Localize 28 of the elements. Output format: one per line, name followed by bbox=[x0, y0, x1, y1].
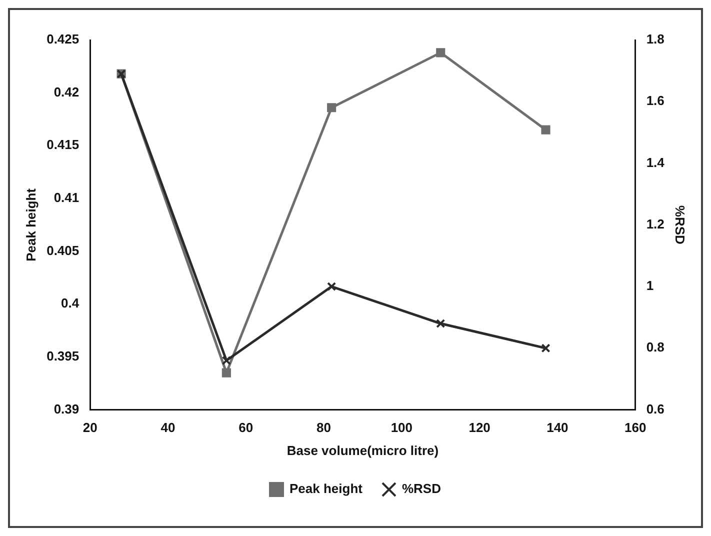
x-tick-label: 160 bbox=[624, 420, 646, 436]
x-tick-label: 140 bbox=[546, 420, 568, 436]
y2-tick-label: 1.6 bbox=[646, 93, 664, 108]
legend-label: Peak height bbox=[290, 481, 364, 496]
x-tick-label: 80 bbox=[316, 420, 332, 436]
y2-tick-label: 1.2 bbox=[646, 216, 664, 232]
x-tick-label: 20 bbox=[82, 420, 98, 436]
y-tick-label: 0.42 bbox=[54, 84, 80, 100]
y-tick-label: 0.4 bbox=[61, 296, 80, 311]
y-tick-label: 0.405 bbox=[46, 242, 80, 258]
y2-tick-label: 0.8 bbox=[646, 340, 664, 355]
x-axis-title: Base volume(micro litre) bbox=[286, 442, 439, 458]
y2-axis-title: %RSD bbox=[672, 205, 688, 244]
x-tick-label: 40 bbox=[160, 420, 176, 436]
y-tick-label: 0.41 bbox=[54, 190, 80, 206]
y2-tick-label: 0.6 bbox=[646, 401, 664, 416]
y-tick-label: 0.425 bbox=[46, 32, 80, 47]
x-tick-label: 100 bbox=[390, 420, 413, 436]
y-tick-label: 0.395 bbox=[46, 348, 80, 364]
x-tick-label: 120 bbox=[468, 420, 490, 436]
y-axis-title: Peak height bbox=[23, 188, 38, 262]
x-tick-label: 60 bbox=[238, 420, 254, 436]
y-tick-label: 0.415 bbox=[46, 137, 80, 152]
y2-tick-label: 1 bbox=[646, 278, 654, 294]
y-tick-label: 0.39 bbox=[54, 401, 80, 416]
legend-label: %RSD bbox=[402, 481, 441, 496]
y2-tick-label: 1.8 bbox=[646, 32, 664, 47]
y2-tick-label: 1.4 bbox=[646, 154, 666, 170]
